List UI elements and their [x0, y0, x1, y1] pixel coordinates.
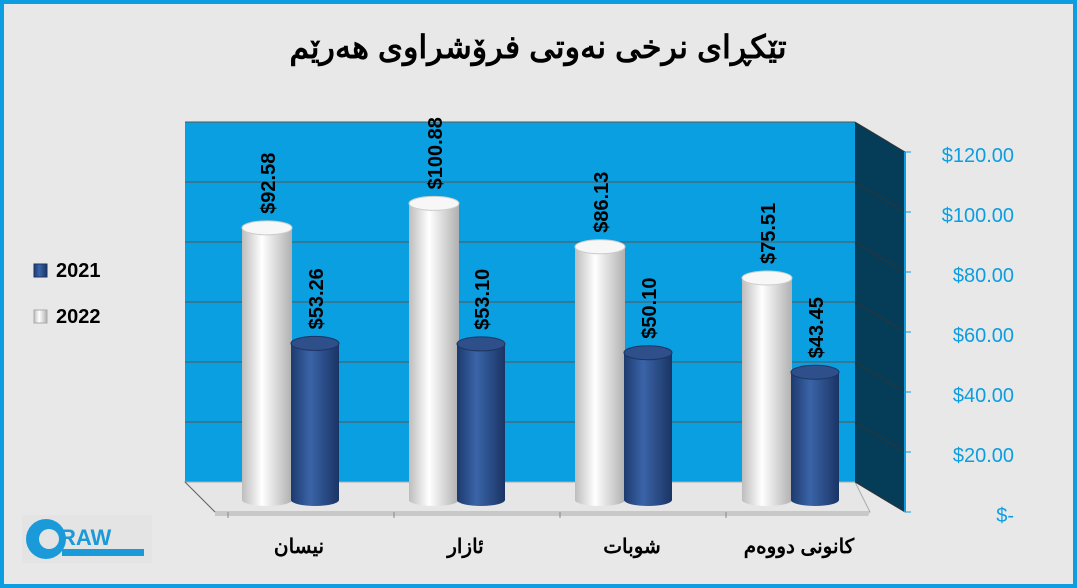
bar-body	[409, 203, 459, 501]
bar-2021	[790, 364, 840, 506]
y-tick-label: $60.00	[953, 325, 1014, 347]
bar-2021	[290, 335, 340, 506]
draw-logo: RAW	[22, 515, 152, 563]
bar-body	[242, 227, 292, 500]
gridline-side	[854, 481, 906, 513]
data-label: $92.58	[258, 153, 280, 214]
x-tick-label: ئازار	[445, 536, 484, 559]
chart-title: تێکڕای نرخی نەوتی فرۆشراوی هەرێم	[289, 29, 786, 67]
bar-top	[574, 239, 626, 255]
bar-bottom	[624, 494, 672, 506]
gridline-side	[854, 121, 906, 153]
data-label: $50.10	[639, 278, 661, 339]
bar-body	[457, 343, 505, 500]
x-tick-label: شوبات	[603, 536, 661, 559]
svg-text:RAW: RAW	[60, 525, 112, 550]
gridline-side	[854, 421, 906, 453]
y-tick-label: $120.00	[942, 145, 1014, 167]
bar-2022	[408, 195, 460, 506]
gridline-side	[854, 181, 906, 213]
y-tick-label: $100.00	[942, 205, 1014, 227]
bar-2021	[623, 345, 673, 506]
data-label: $43.45	[806, 297, 828, 358]
legend-swatch-2022	[33, 309, 48, 324]
bar-top	[741, 270, 793, 286]
bar-top	[241, 220, 293, 236]
x-tick-label: نیسان	[274, 536, 324, 558]
bar-body	[575, 246, 625, 500]
bar-top	[623, 345, 673, 361]
data-label: $53.26	[306, 268, 328, 329]
bar-body	[291, 343, 339, 500]
bar-bottom	[742, 494, 792, 506]
legend-label-2022: 2022	[56, 306, 101, 328]
bar-2022	[741, 270, 793, 506]
bar-top	[408, 195, 460, 211]
gridline-side	[854, 301, 906, 333]
bar-top	[790, 364, 840, 380]
bar-bottom	[291, 494, 339, 506]
bar-2022	[241, 220, 293, 506]
legend-swatch-2021	[33, 263, 48, 278]
gridline-side	[854, 241, 906, 273]
y-tick-label: $40.00	[953, 385, 1014, 407]
y-tick-label: $80.00	[953, 265, 1014, 287]
y-tick-label: $-	[996, 505, 1014, 527]
data-label: $86.13	[591, 172, 613, 233]
bar-top	[456, 336, 506, 352]
bar-body	[791, 372, 839, 500]
y-tick-label: $20.00	[953, 445, 1014, 467]
data-label: $100.88	[425, 117, 447, 189]
bar-bottom	[242, 494, 292, 506]
bar-bottom	[791, 494, 839, 506]
floor-left-edge	[184, 481, 216, 513]
x-tick-label: کانونی دووەم	[744, 536, 855, 559]
bar-body	[624, 352, 672, 500]
bar-2021	[456, 336, 506, 506]
legend-label-2021: 2021	[56, 260, 101, 282]
gridline-side	[854, 361, 906, 393]
data-label: $75.51	[758, 203, 780, 264]
bar-body	[742, 278, 792, 500]
bar-bottom	[575, 494, 625, 506]
bar-top	[290, 335, 340, 351]
data-label: $53.10	[472, 269, 494, 330]
floor-edge	[215, 512, 870, 516]
bar-bottom	[409, 494, 459, 506]
bar-bottom	[457, 494, 505, 506]
bar-2022	[574, 239, 626, 506]
